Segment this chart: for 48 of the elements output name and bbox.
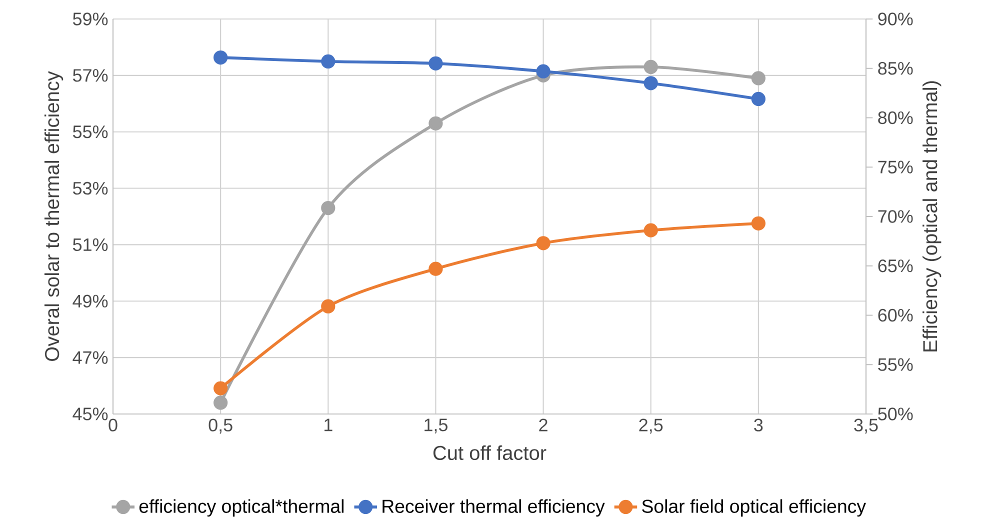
x-tick-label: 2	[539, 418, 548, 432]
y2-tick-label: 90%	[878, 12, 913, 26]
y-tick-label: 55%	[72, 126, 108, 138]
y2-tick-label: 65%	[878, 259, 913, 272]
legend-label: efficiency optical*thermal	[139, 499, 344, 517]
point	[751, 216, 766, 230]
legend-label: Solar field optical efficiency	[642, 499, 866, 517]
point	[214, 50, 228, 65]
y-tick-label: 57%	[72, 69, 108, 82]
point	[644, 223, 658, 238]
y-tick-label: 47%	[72, 351, 108, 364]
point	[536, 64, 550, 78]
x-tick-label: 1	[324, 418, 332, 432]
y-tick-label: 51%	[72, 238, 108, 252]
x-tick-label: 3	[754, 418, 763, 432]
point	[321, 54, 336, 69]
y2-tick-label: 70%	[878, 210, 913, 223]
y2-tick-label: 85%	[878, 62, 913, 75]
y-axis-title: Overal solar to thermal efficiency	[44, 71, 64, 361]
y2-axis-title: Efficiency (optical and thermal)	[922, 81, 942, 352]
point	[751, 71, 766, 86]
point	[428, 56, 443, 70]
point	[428, 116, 443, 130]
point	[751, 92, 766, 106]
point	[536, 236, 550, 250]
point	[214, 381, 228, 396]
point	[214, 396, 228, 410]
y2-tick-label: 55%	[878, 358, 913, 371]
y-tick-label: 53%	[72, 182, 108, 195]
point	[321, 200, 336, 216]
y2-tick-label: 75%	[878, 160, 913, 174]
x-tick-label: 0	[108, 418, 118, 432]
x-tick-label: 2,5	[639, 418, 663, 434]
point	[428, 262, 443, 276]
legend-label: Receiver thermal efficiency	[382, 499, 605, 517]
y2-tick-label: 50%	[878, 408, 913, 420]
x-tick-label: 0,5	[208, 418, 232, 434]
x-axis-title: Cut off factor	[433, 445, 546, 460]
point	[321, 299, 336, 314]
y-tick-label: 49%	[72, 294, 108, 308]
y-tick-label: 45%	[72, 408, 108, 420]
point	[644, 60, 658, 74]
y2-tick-label: 60%	[878, 308, 913, 322]
point	[644, 76, 658, 90]
y2-tick-label: 80%	[878, 111, 913, 124]
y-tick-label: 59%	[72, 12, 108, 26]
x-tick-label: 3,5	[854, 418, 878, 434]
x-tick-label: 1,5	[424, 418, 448, 434]
